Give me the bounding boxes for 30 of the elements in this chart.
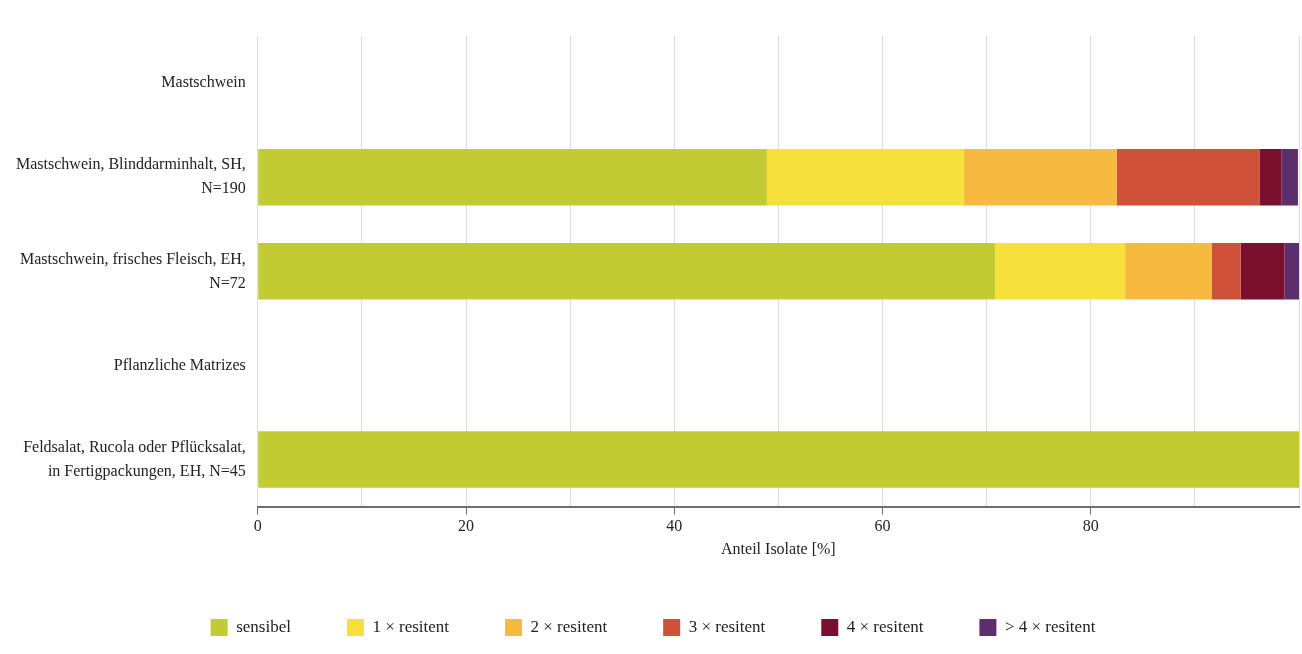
x-tick-label: 40 [666,517,683,535]
legend-label: sensibel [236,616,292,636]
x-tick-label: 0 [253,517,262,535]
bar [963,148,1117,206]
x-tick-label: 60 [874,517,891,535]
bar [258,148,767,206]
legend-label: > 4 × resitent [1004,616,1096,636]
bar [1116,148,1260,206]
bar [994,243,1126,300]
bar [1259,148,1282,206]
legend-label: 4 × resitent [846,616,924,636]
y-tick-label: Mastschwein, Blinddarminhalt, SH, N=190 [15,155,246,197]
y-tick-label: Pflanzliche Matrizes [113,355,246,373]
x-tick-label: 80 [1082,517,1099,535]
y-tick-label: Mastschwein, frisches Fleisch, EH, N=72 [20,249,246,291]
bar [258,431,1299,488]
x-tick-label: 20 [458,517,475,535]
bar [766,148,964,206]
bar [1125,243,1212,300]
y-tick-label: Feldsalat, Rucola oder Pflücksalat, in Fertigpackungen, EH, N=45 [23,437,246,480]
x-axis-title: Anteil Isolate [%] [721,539,836,557]
bar [1284,243,1299,300]
legend-label: 3 × resitent [688,616,766,636]
bar [1240,243,1285,300]
bar [1211,243,1241,300]
legend-label: 1 × resitent [372,616,450,636]
legend-label: 2 × resitent [530,616,608,636]
bar [1281,148,1298,206]
y-tick-label: Mastschwein [161,73,246,91]
bar [258,243,995,300]
